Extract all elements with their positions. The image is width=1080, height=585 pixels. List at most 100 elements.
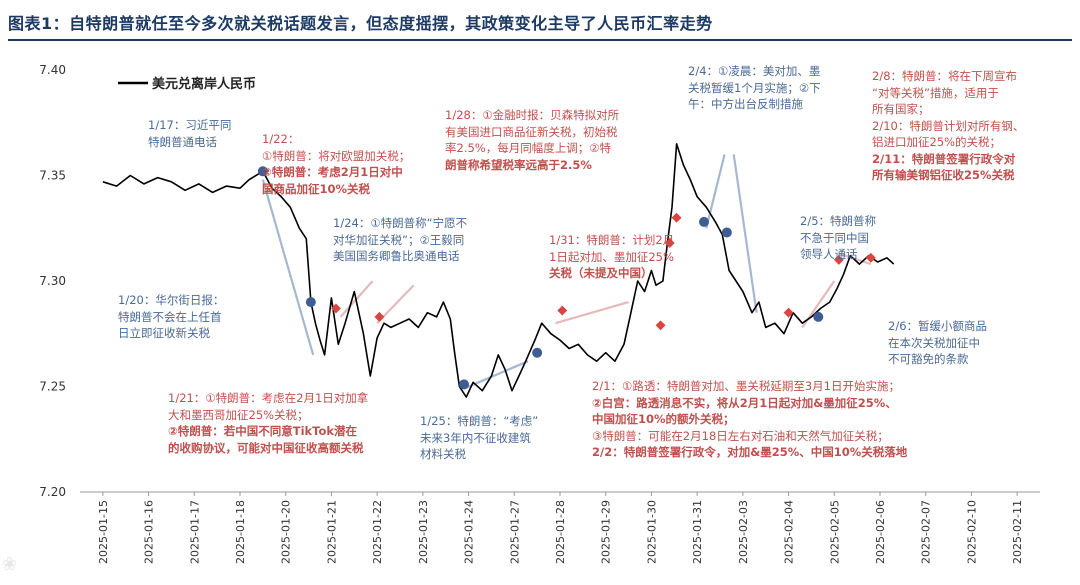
x-tick-label: 2025-01-24 xyxy=(463,500,476,564)
event-marker-blue xyxy=(459,379,469,390)
y-tick-label: 7.20 xyxy=(39,485,66,499)
title-rule xyxy=(8,39,1072,41)
annotation-a0131: 1/31：特朗普：计划2月 1日起对加、墨加征25% 关税（未提及中国） xyxy=(549,232,674,282)
annotation-a0120: 1/20：华尔街日报： 特朗普不会在上任首 日立即征收新关税 xyxy=(118,292,224,342)
annotation-a0128: 1/28：①金融时报：贝森特拟对所 有美国进口商品征新关税，初始税 率2.5%，每月… xyxy=(445,107,619,173)
x-tick-label: 2025-02-10 xyxy=(965,500,978,564)
watermark-logo: ❀ xyxy=(2,554,19,575)
x-tick-label: 2025-01-27 xyxy=(508,500,521,564)
annotation-a0206: 2/6：暂缓小额商品 在本次关税加征中 不可豁免的条款 xyxy=(888,318,987,368)
trend-arrow xyxy=(261,179,315,356)
annotation-line: 所有国家； xyxy=(872,102,930,116)
x-tick-label: 2025-02-07 xyxy=(920,500,933,564)
annotation-line: 对华加征关税”；②王毅同 xyxy=(333,232,465,247)
annotation-a0121: 1/21：①特朗普：考虑在2月1日对加拿 大和墨西哥加征25%关税； ②特朗普：若中… xyxy=(168,390,368,456)
x-tick-label: 2025-01-28 xyxy=(554,500,567,564)
annotation-a0208: 2/8：特朗普：将在下周宣布 “对等关税”措施，适用于 所有国家； 2/10：特朗普计… xyxy=(872,68,1024,184)
annotation-line: 朗普称希望税率远高于2.5% xyxy=(445,157,592,172)
event-marker-red xyxy=(655,320,666,331)
x-tick-label: 2025-01-31 xyxy=(691,500,704,564)
annotation-line: 1/31：特朗普：计划2月 xyxy=(549,233,675,247)
annotation-line: 大和墨西哥加征25%关税； xyxy=(168,407,309,422)
annotation-line: 关税暂缓1个月实施；②下 xyxy=(688,80,821,95)
annotation-line: 铝进口加征25%的关税； xyxy=(872,135,1002,149)
annotation-line: 1/28：①金融时报：贝森特拟对所 xyxy=(445,108,620,122)
event-marker-blue xyxy=(699,216,709,227)
annotation-line: 不可豁免的条款 xyxy=(888,352,969,366)
annotation-line: 率2.5%，每月同幅度上调；②特 xyxy=(445,141,612,155)
annotation-line: 中国加征10%的额外关税； xyxy=(592,412,735,426)
event-marker-blue xyxy=(305,297,316,308)
x-tick-label: 2025-02-04 xyxy=(783,500,796,564)
annotation-line: 1/22： xyxy=(262,132,300,146)
annotation-line: 午：中方出台反制措施 xyxy=(688,97,803,111)
x-tick-label: 2025-01-18 xyxy=(234,500,247,564)
annotation-line: 2/6：暂缓小额商品 xyxy=(888,319,988,333)
annotation-line: 2/1：①路透：特朗普对加、墨关税延期至3月1日开始实施； xyxy=(592,379,900,393)
event-marker-red xyxy=(664,238,675,248)
event-marker-red xyxy=(557,305,568,316)
annotation-line: 1/25：特朗普：“考虑” xyxy=(420,414,539,428)
event-marker-blue xyxy=(532,347,543,358)
x-tick-label: 2025-01-22 xyxy=(371,500,384,564)
chart-axes xyxy=(80,491,1040,496)
annotation-line: 2/10：特朗普计划对所有钢、 xyxy=(872,118,1025,133)
annotation-line: 不急于同中国 xyxy=(800,230,869,245)
annotation-line: 有美国进口商品征新关税，初始税 xyxy=(445,124,618,139)
annotation-line: 美国国务卿鲁比奥通电话 xyxy=(333,249,460,263)
y-tick-label: 7.25 xyxy=(39,380,66,394)
event-marker-blue xyxy=(813,311,824,322)
annotation-line: 的收购协议，可能对中国征收高额关税 xyxy=(168,440,364,455)
annotation-line: 特朗普不会在上任首 xyxy=(118,309,222,324)
annotation-line: 2/11：特朗普签署行政令对 xyxy=(872,151,1016,166)
y-tick-label: 7.30 xyxy=(39,274,66,288)
annotation-a0204: 2/4：①凌晨：美对加、墨 关税暂缓1个月实施；②下 午：中方出台反制措施 xyxy=(688,63,821,113)
annotation-line: ①特朗普：将对欧盟加关税； xyxy=(262,148,411,163)
annotation-line: 未来3年内不征收建筑 xyxy=(420,430,531,445)
x-tick-label: 2025-01-29 xyxy=(600,500,613,564)
annotation-line: 1/21：①特朗普：考虑在2月1日对加拿 xyxy=(168,391,369,405)
x-tick-label: 2025-01-23 xyxy=(417,500,430,564)
event-marker-red xyxy=(833,254,844,265)
annotation-line: 材料关税 xyxy=(420,447,466,461)
x-tick-label: 2025-02-03 xyxy=(737,500,750,564)
event-marker-red xyxy=(783,307,794,318)
annotation-line: 1/20：华尔街日报： xyxy=(118,293,225,307)
annotation-line: 关税（未提及中国） xyxy=(549,266,653,280)
trend-arrow xyxy=(705,154,726,229)
y-tick-label: 7.35 xyxy=(39,169,66,183)
page-title: 图表1：自特朗普就任至今多次就关税话题发言，但态度摇摆，其政策变化主导了人民币汇… xyxy=(8,14,713,33)
markers-layer xyxy=(257,166,876,390)
legend: 美元兑离岸人民币 xyxy=(118,76,256,92)
trend-arrow xyxy=(555,301,629,325)
event-marker-red xyxy=(331,303,341,314)
annotation-line: 1/24：①特朗普称“宁愿不 xyxy=(333,216,468,230)
annotation-line: 2/5：特朗普称 xyxy=(800,214,877,228)
annotation-a0117: 1/17：习近平同 特朗普通电话 xyxy=(148,117,231,150)
series-line xyxy=(102,143,895,398)
x-tick-label: 2025-01-30 xyxy=(645,500,658,564)
annotation-line: 1日起对加、墨加征25% xyxy=(549,249,674,264)
annotation-a0205: 2/5：特朗普称 不急于同中国 领导人通话 xyxy=(800,213,876,263)
x-tick-label: 2025-01-21 xyxy=(325,500,338,564)
annotation-line: 领导人通话 xyxy=(800,247,858,261)
x-tick-label: 2025-02-06 xyxy=(874,500,887,564)
annotation-a0125: 1/25：特朗普：“考虑” 未来3年内不征收建筑 材料关税 xyxy=(420,413,538,463)
x-tick-label: 2025-01-15 xyxy=(97,500,110,564)
annotation-line: 特朗普通电话 xyxy=(148,134,217,149)
event-marker-red xyxy=(671,212,682,223)
trend-arrow xyxy=(463,360,529,390)
annotation-line: 2/2：特朗普签署行政令，对加&墨25%、中国10%关税落地 xyxy=(592,445,908,459)
annotation-line: ③特朗普：可能在2月18日左右对石油和天然气加征关税； xyxy=(592,428,889,443)
annotation-line: ②特朗普：若中国不同意TikTok潜在 xyxy=(168,424,358,438)
x-tick-label: 2025-02-11 xyxy=(1011,500,1024,564)
annotation-line: 2/4：①凌晨：美对加、墨 xyxy=(688,64,821,78)
x-tick-label: 2025-01-20 xyxy=(280,500,293,564)
x-tick-label: 2025-02-05 xyxy=(828,500,841,564)
y-tick-labels: 7.20 7.25 7.30 7.35 7.40 xyxy=(39,63,66,499)
x-tick-label: 2025-01-17 xyxy=(188,500,201,564)
annotation-line: 所有输美钢铝征收25%关税 xyxy=(872,168,1015,182)
annotation-line: “对等关税”措施，适用于 xyxy=(872,85,999,100)
event-marker-blue xyxy=(721,227,732,238)
